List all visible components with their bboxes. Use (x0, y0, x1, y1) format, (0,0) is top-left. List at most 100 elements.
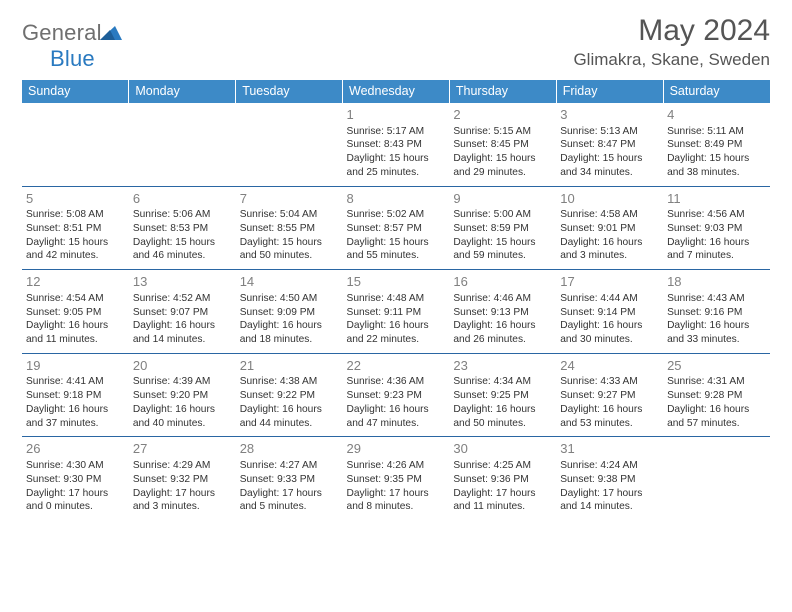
calendar-day-cell (236, 103, 343, 186)
calendar-day-cell: 27Sunrise: 4:29 AMSunset: 9:32 PMDayligh… (129, 437, 236, 520)
day-number: 10 (560, 190, 659, 208)
weekday-header: Monday (129, 80, 236, 103)
weekday-header: Tuesday (236, 80, 343, 103)
logo-text-general: General (22, 20, 102, 45)
daylight-line: Daylight: 15 hours and 59 minutes. (453, 236, 552, 264)
day-number: 11 (667, 190, 766, 208)
calendar-table: SundayMondayTuesdayWednesdayThursdayFrid… (22, 80, 770, 520)
daylight-line: Daylight: 15 hours and 50 minutes. (240, 236, 339, 264)
sunset-line: Sunset: 8:59 PM (453, 222, 552, 236)
calendar-day-cell: 6Sunrise: 5:06 AMSunset: 8:53 PMDaylight… (129, 186, 236, 270)
daylight-line: Daylight: 17 hours and 3 minutes. (133, 487, 232, 515)
sunset-line: Sunset: 9:16 PM (667, 306, 766, 320)
day-number: 29 (347, 440, 446, 458)
sunrise-line: Sunrise: 4:36 AM (347, 375, 446, 389)
sunset-line: Sunset: 8:51 PM (26, 222, 125, 236)
sunrise-line: Sunrise: 4:24 AM (560, 459, 659, 473)
daylight-line: Daylight: 15 hours and 34 minutes. (560, 152, 659, 180)
sunset-line: Sunset: 9:32 PM (133, 473, 232, 487)
sunset-line: Sunset: 9:28 PM (667, 389, 766, 403)
weekday-header: Friday (556, 80, 663, 103)
day-number: 14 (240, 273, 339, 291)
daylight-line: Daylight: 15 hours and 46 minutes. (133, 236, 232, 264)
day-number: 19 (26, 357, 125, 375)
sunset-line: Sunset: 9:22 PM (240, 389, 339, 403)
calendar-day-cell (22, 103, 129, 186)
sunrise-line: Sunrise: 4:44 AM (560, 292, 659, 306)
sunset-line: Sunset: 9:07 PM (133, 306, 232, 320)
weekday-header: Saturday (663, 80, 770, 103)
calendar-day-cell: 23Sunrise: 4:34 AMSunset: 9:25 PMDayligh… (449, 353, 556, 437)
sunrise-line: Sunrise: 5:08 AM (26, 208, 125, 222)
calendar-week-row: 19Sunrise: 4:41 AMSunset: 9:18 PMDayligh… (22, 353, 770, 437)
sunset-line: Sunset: 9:30 PM (26, 473, 125, 487)
sunrise-line: Sunrise: 5:04 AM (240, 208, 339, 222)
sunset-line: Sunset: 9:38 PM (560, 473, 659, 487)
header-row: General Blue May 2024 Glimakra, Skane, S… (22, 14, 770, 72)
sunrise-line: Sunrise: 5:06 AM (133, 208, 232, 222)
calendar-day-cell: 9Sunrise: 5:00 AMSunset: 8:59 PMDaylight… (449, 186, 556, 270)
sunrise-line: Sunrise: 4:26 AM (347, 459, 446, 473)
calendar-day-cell: 29Sunrise: 4:26 AMSunset: 9:35 PMDayligh… (343, 437, 450, 520)
sunrise-line: Sunrise: 4:30 AM (26, 459, 125, 473)
daylight-line: Daylight: 16 hours and 26 minutes. (453, 319, 552, 347)
calendar-day-cell: 15Sunrise: 4:48 AMSunset: 9:11 PMDayligh… (343, 270, 450, 354)
sunset-line: Sunset: 9:01 PM (560, 222, 659, 236)
sunrise-line: Sunrise: 4:46 AM (453, 292, 552, 306)
weekday-header: Thursday (449, 80, 556, 103)
day-number: 13 (133, 273, 232, 291)
day-number: 16 (453, 273, 552, 291)
sunrise-line: Sunrise: 5:00 AM (453, 208, 552, 222)
sunset-line: Sunset: 9:13 PM (453, 306, 552, 320)
daylight-line: Daylight: 16 hours and 3 minutes. (560, 236, 659, 264)
sunrise-line: Sunrise: 5:17 AM (347, 125, 446, 139)
calendar-day-cell: 14Sunrise: 4:50 AMSunset: 9:09 PMDayligh… (236, 270, 343, 354)
calendar-day-cell: 11Sunrise: 4:56 AMSunset: 9:03 PMDayligh… (663, 186, 770, 270)
sunset-line: Sunset: 8:49 PM (667, 138, 766, 152)
calendar-day-cell: 31Sunrise: 4:24 AMSunset: 9:38 PMDayligh… (556, 437, 663, 520)
sunrise-line: Sunrise: 4:56 AM (667, 208, 766, 222)
day-number: 31 (560, 440, 659, 458)
sunrise-line: Sunrise: 4:29 AM (133, 459, 232, 473)
day-number: 21 (240, 357, 339, 375)
sunrise-line: Sunrise: 4:50 AM (240, 292, 339, 306)
page-title: May 2024 (573, 14, 770, 48)
day-number: 28 (240, 440, 339, 458)
calendar-day-cell (129, 103, 236, 186)
sunset-line: Sunset: 9:23 PM (347, 389, 446, 403)
sunset-line: Sunset: 9:35 PM (347, 473, 446, 487)
day-number: 22 (347, 357, 446, 375)
sunrise-line: Sunrise: 4:39 AM (133, 375, 232, 389)
sunrise-line: Sunrise: 4:33 AM (560, 375, 659, 389)
day-number: 23 (453, 357, 552, 375)
sunset-line: Sunset: 8:47 PM (560, 138, 659, 152)
daylight-line: Daylight: 15 hours and 25 minutes. (347, 152, 446, 180)
sunset-line: Sunset: 9:27 PM (560, 389, 659, 403)
daylight-line: Daylight: 16 hours and 18 minutes. (240, 319, 339, 347)
daylight-line: Daylight: 16 hours and 53 minutes. (560, 403, 659, 431)
calendar-week-row: 26Sunrise: 4:30 AMSunset: 9:30 PMDayligh… (22, 437, 770, 520)
daylight-line: Daylight: 16 hours and 50 minutes. (453, 403, 552, 431)
day-number: 9 (453, 190, 552, 208)
logo: General Blue (22, 14, 122, 72)
sunrise-line: Sunrise: 4:58 AM (560, 208, 659, 222)
calendar-day-cell: 12Sunrise: 4:54 AMSunset: 9:05 PMDayligh… (22, 270, 129, 354)
daylight-line: Daylight: 16 hours and 57 minutes. (667, 403, 766, 431)
daylight-line: Daylight: 16 hours and 30 minutes. (560, 319, 659, 347)
calendar-day-cell: 17Sunrise: 4:44 AMSunset: 9:14 PMDayligh… (556, 270, 663, 354)
sunset-line: Sunset: 9:33 PM (240, 473, 339, 487)
daylight-line: Daylight: 16 hours and 37 minutes. (26, 403, 125, 431)
calendar-day-cell: 10Sunrise: 4:58 AMSunset: 9:01 PMDayligh… (556, 186, 663, 270)
weekday-header: Wednesday (343, 80, 450, 103)
calendar-day-cell: 28Sunrise: 4:27 AMSunset: 9:33 PMDayligh… (236, 437, 343, 520)
sunrise-line: Sunrise: 5:15 AM (453, 125, 552, 139)
calendar-day-cell: 2Sunrise: 5:15 AMSunset: 8:45 PMDaylight… (449, 103, 556, 186)
sunset-line: Sunset: 8:57 PM (347, 222, 446, 236)
day-number: 15 (347, 273, 446, 291)
calendar-day-cell: 25Sunrise: 4:31 AMSunset: 9:28 PMDayligh… (663, 353, 770, 437)
calendar-week-row: 5Sunrise: 5:08 AMSunset: 8:51 PMDaylight… (22, 186, 770, 270)
daylight-line: Daylight: 16 hours and 22 minutes. (347, 319, 446, 347)
sunrise-line: Sunrise: 4:27 AM (240, 459, 339, 473)
calendar-day-cell: 3Sunrise: 5:13 AMSunset: 8:47 PMDaylight… (556, 103, 663, 186)
weekday-header: Sunday (22, 80, 129, 103)
